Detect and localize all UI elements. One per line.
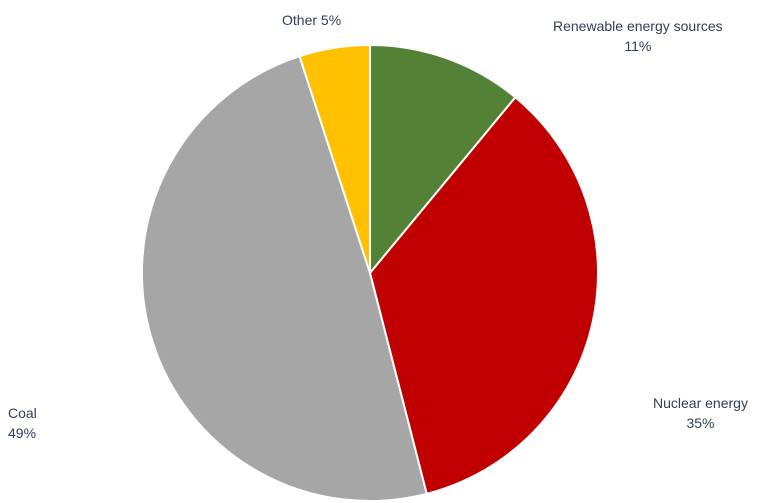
label-nuclear-value: 35% <box>686 415 715 431</box>
label-nuclear: Nuclear energy 35% <box>653 393 748 433</box>
label-other-text: Other 5% <box>282 12 342 28</box>
pie-slice-renewable-energy-sources <box>369 44 517 274</box>
label-coal: Coal 49% <box>8 403 37 443</box>
label-coal-value: 49% <box>8 425 37 441</box>
label-renewable-name: Renewable energy sources <box>553 18 723 34</box>
pie-slice-nuclear-energy <box>369 96 600 495</box>
label-renewable: Renewable energy sources 11% <box>553 16 723 56</box>
pie-slice-coal <box>140 55 428 502</box>
label-other: Other 5% <box>282 10 341 30</box>
label-renewable-value: 11% <box>624 38 652 54</box>
label-nuclear-name: Nuclear energy <box>653 395 748 411</box>
pie-slice-other <box>298 44 371 274</box>
label-coal-name: Coal <box>8 405 37 421</box>
